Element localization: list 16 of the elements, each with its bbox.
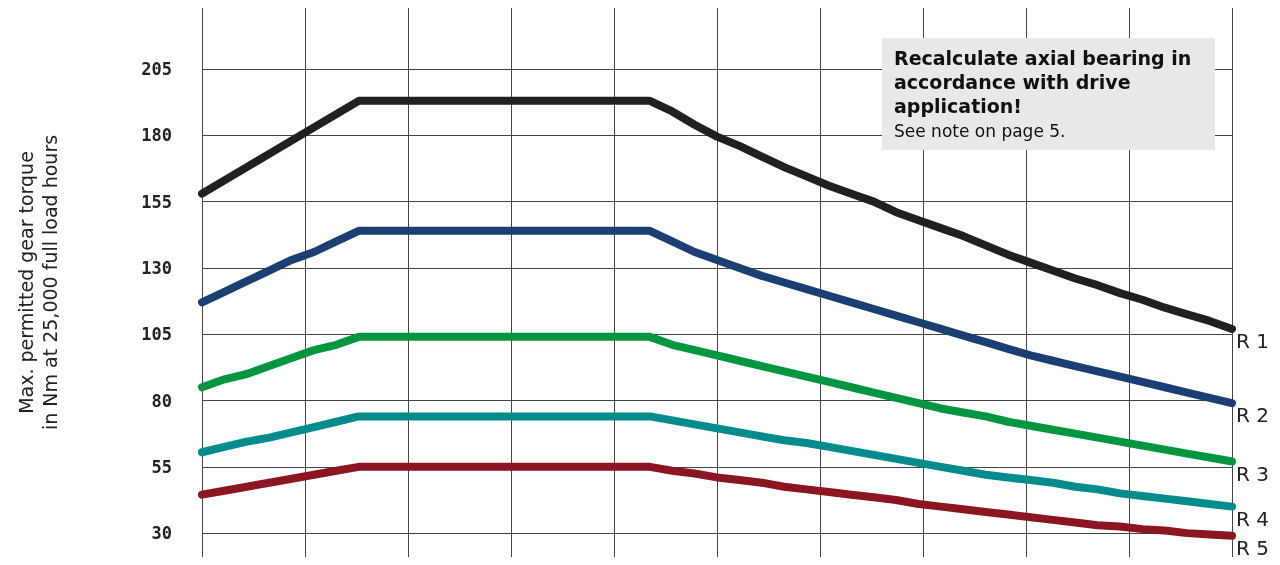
series-label: R 1 [1236, 328, 1269, 353]
y-tick-label: 180 [141, 125, 172, 146]
y-tick-label: 80 [151, 390, 172, 411]
series-label: R 4 [1236, 506, 1269, 531]
y-tick-label: 130 [141, 257, 172, 278]
y-tick-label: 205 [141, 59, 172, 79]
y-tick-label: 55 [151, 456, 172, 477]
y-tick-label: 30 [151, 523, 172, 544]
y-tick-label: 155 [141, 191, 172, 212]
annotation: Recalculate axial bearing in accordance with drive application! [894, 46, 1193, 118]
series-label: R 2 [1236, 403, 1269, 428]
annotation: See note on page 5. [894, 120, 1067, 142]
series-label: R 3 [1236, 461, 1269, 486]
y-axis-title: Max. permitted gear torque in Nm at 25,000 full load hours [15, 134, 61, 431]
series-label: R 5 [1236, 535, 1269, 560]
y-tick-label: 105 [141, 324, 172, 345]
